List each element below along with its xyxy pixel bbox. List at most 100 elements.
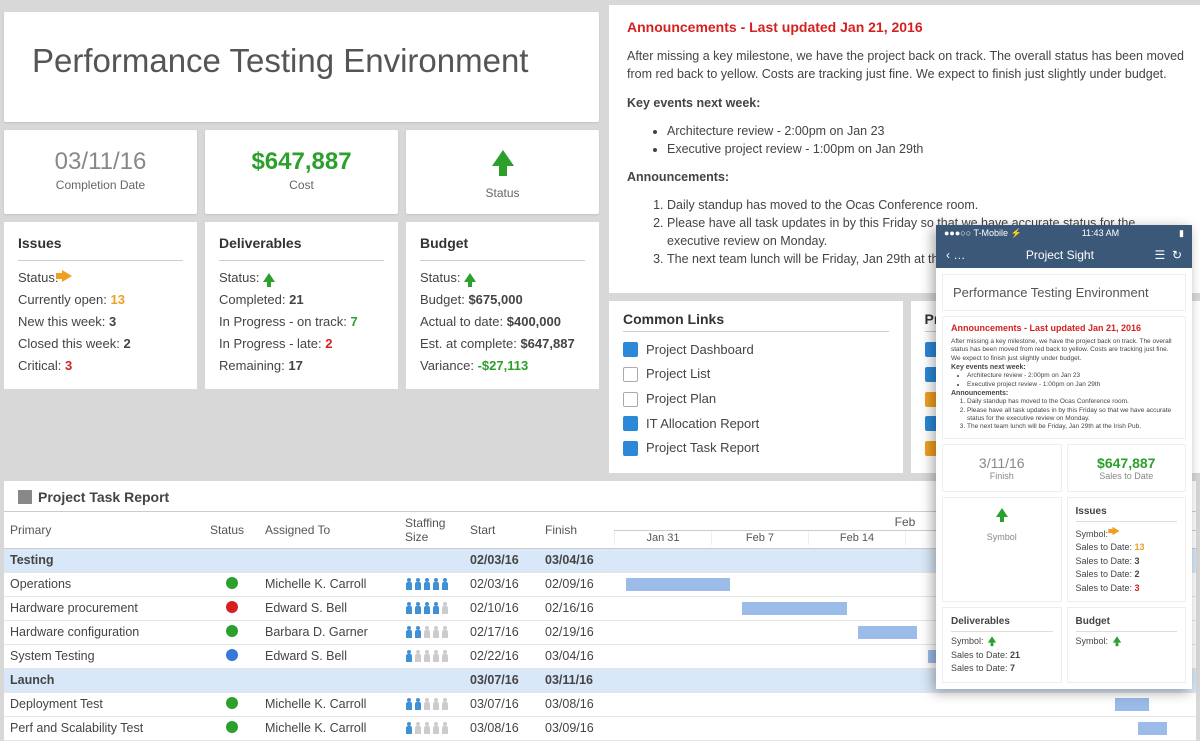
col-assigned[interactable]: Assigned To [259,511,399,548]
status-dot [226,625,238,637]
info-row: Critical: 3 [18,355,183,377]
link-item[interactable]: Project Dashboard [623,338,889,363]
link-item[interactable]: IT Allocation Report [623,412,889,437]
back-button[interactable]: ‹ … [946,248,965,262]
info-row: Status: [219,267,384,289]
phone-metric-finish: 3/11/16 Finish [942,444,1062,492]
phone-row: Symbol: [1076,635,1178,649]
person-icon [432,698,440,710]
person-icon [441,602,449,614]
phone-row: Sales to Date: 21 [951,649,1053,663]
announcement-item: Please have all task updates in by this … [967,407,1177,424]
person-icon [423,626,431,638]
person-icon [432,578,440,590]
announcements-header: Announcements - Last updated Jan 21, 201… [627,17,1186,37]
col-finish[interactable]: Finish [539,511,614,548]
person-icon [432,602,440,614]
ann-sub-header: Announcements: [627,170,729,184]
info-row: Currently open: 13 [18,289,183,311]
issues-card: Issues Status: Currently open: 13New thi… [4,222,197,389]
phone-issues: Issues Symbol: Sales to Date: 13Sales to… [1067,497,1187,603]
announcement-item: Daily standup has moved to the Ocas Conf… [967,398,1177,406]
arrow-up-icon [464,273,476,282]
doc-icon [623,342,638,357]
link-item[interactable]: Project Plan [623,387,889,412]
col-primary[interactable]: Primary [4,511,204,548]
info-row: Status: [18,267,183,289]
person-icon [414,602,422,614]
metric-value: $647,887 [215,148,388,176]
announcement-item: Daily standup has moved to the Ocas Conf… [667,196,1186,214]
phone-deliverables: Deliverables Symbol: Sales to Date: 21Sa… [942,607,1062,683]
gantt-task-row[interactable]: Deployment TestMichelle K. Carroll03/07/… [4,692,1196,716]
event-item: Architecture review - 2:00pm on Jan 23 [667,122,1186,140]
link-item[interactable]: Project Task Report [623,436,889,461]
metric-label: Completion Date [14,178,187,192]
gantt-bar[interactable] [858,626,916,639]
gantt-bar[interactable] [742,602,847,615]
nav-actions[interactable]: ☰ ↻ [1155,248,1182,262]
person-icon [423,578,431,590]
gantt-bar[interactable] [1115,698,1150,711]
person-icon [441,722,449,734]
metric-status: Status [406,130,599,214]
event-item: Architecture review - 2:00pm on Jan 23 [967,372,1177,380]
info-row: Variance: -$27,113 [420,355,585,377]
col-start[interactable]: Start [464,511,539,548]
phone-row: Sales to Date: 7 [951,662,1053,676]
info-row: Actual to date: $400,000 [420,311,585,333]
info-row: Completed: 21 [219,289,384,311]
metric-value: 03/11/16 [14,148,187,176]
battery-icon: ▮ [1179,228,1184,239]
person-icon [423,602,431,614]
link-label: Project Task Report [646,436,759,461]
report-icon [18,490,32,504]
announcement-item: The next team lunch will be Friday, Jan … [967,423,1177,431]
card-header: Common Links [623,311,889,332]
col-status[interactable]: Status [204,511,259,548]
doc-icon [623,367,638,382]
arrow-right-icon [62,270,72,282]
person-icon [423,698,431,710]
link-label: Project Dashboard [646,338,754,363]
arrow-up-icon [492,150,514,166]
link-label: IT Allocation Report [646,412,759,437]
deliverables-card: Deliverables Status: Completed: 21In Pro… [205,222,398,389]
phone-budget: Budget Symbol: [1067,607,1187,683]
gantt-task-row[interactable]: Perf and Scalability TestMichelle K. Car… [4,716,1196,740]
page-title: Performance Testing Environment [32,42,571,80]
info-row: Closed this week: 2 [18,333,183,355]
person-icon [405,650,413,662]
person-icon [441,626,449,638]
link-item[interactable]: Project List [623,362,889,387]
phone-row: Sales to Date: 3 [1076,555,1178,569]
metric-cost: $647,887 Cost [205,130,398,214]
col-staffing[interactable]: Staffing Size [399,511,464,548]
phone-row: Symbol: [1076,525,1178,542]
person-icon [441,698,449,710]
events-list: Architecture review - 2:00pm on Jan 23Ex… [667,122,1186,158]
person-icon [423,650,431,662]
status-dot [226,577,238,589]
card-header: Issues [18,232,183,261]
announcements-intro: After missing a key milestone, we have t… [627,47,1186,83]
gantt-bar[interactable] [626,578,731,591]
metric-label: Cost [215,178,388,192]
gantt-bar[interactable] [1138,722,1167,735]
doc-icon [623,441,638,456]
person-icon [432,650,440,662]
person-icon [441,578,449,590]
link-label: Project List [646,362,710,387]
info-row: Status: [420,267,585,289]
doc-icon [623,392,638,407]
card-header: Budget [420,232,585,261]
phone-metric-symbol: Symbol [942,497,1062,603]
status-dot [226,721,238,733]
person-icon [414,626,422,638]
person-icon [405,578,413,590]
person-icon [432,722,440,734]
phone-page-title: Performance Testing Environment [942,274,1186,311]
status-dot [226,649,238,661]
phone-mockup: ●●●○○ T-Mobile ⚡ 11:43 AM ▮ ‹ … Project … [936,225,1192,689]
person-icon [441,650,449,662]
